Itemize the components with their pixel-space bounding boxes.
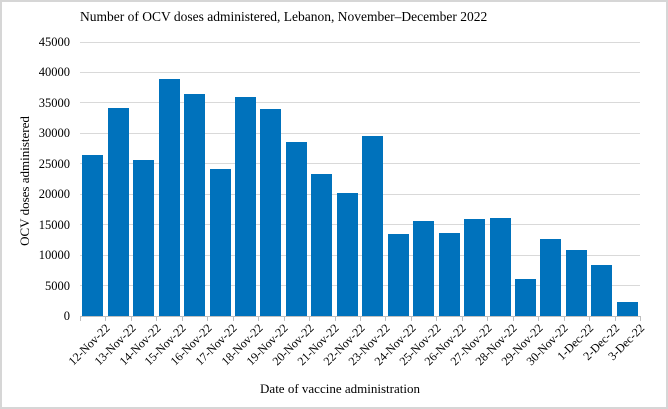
- bar-1-Dec-22: [565, 250, 587, 316]
- y-tick-label: 45000: [38, 35, 70, 49]
- gridline: [80, 132, 640, 134]
- bar-22-Nov-22: [336, 193, 358, 316]
- x-axis-tick: [283, 317, 285, 321]
- bar-29-Nov-22: [514, 278, 536, 316]
- y-tick-label: 35000: [38, 95, 70, 110]
- x-axis-tick: [436, 317, 438, 321]
- gridline: [80, 285, 640, 287]
- x-axis-tick: [461, 317, 463, 321]
- bar-3-Dec-22: [616, 301, 638, 316]
- bar-2-Dec-22: [591, 265, 613, 316]
- x-axis-tick: [334, 317, 336, 321]
- bar-28-Nov-22: [489, 217, 511, 316]
- x-axis-tick: [563, 317, 565, 321]
- bar-12-Nov-22: [82, 154, 104, 316]
- bar-13-Nov-22: [107, 107, 129, 316]
- gridline: [80, 224, 640, 226]
- x-axis-tick: [410, 317, 412, 321]
- bar-17-Nov-22: [209, 168, 231, 316]
- y-tick-label: 30000: [38, 126, 70, 141]
- x-axis-tick: [360, 317, 361, 321]
- gridline: [80, 163, 640, 165]
- x-axis-tick: [156, 317, 158, 321]
- x-axis-tick: [181, 317, 183, 321]
- x-axis-tick: [614, 317, 616, 321]
- gridline: [80, 71, 640, 73]
- x-axis-tick: [589, 317, 591, 321]
- x-axis-tick: [105, 317, 107, 321]
- gridline: [80, 193, 640, 195]
- bar-26-Nov-22: [438, 233, 460, 316]
- y-tick-label: 10000: [38, 248, 70, 263]
- x-axis-tick: [640, 317, 641, 321]
- x-axis-tick: [385, 317, 387, 321]
- bar-27-Nov-22: [464, 219, 486, 316]
- y-tick-label: 15000: [38, 217, 70, 232]
- y-tick-label: 20000: [38, 187, 70, 202]
- bar-30-Nov-22: [540, 238, 562, 316]
- chart-title: Number of OCV doses administered, Lebano…: [80, 9, 488, 24]
- x-axis-tick: [207, 317, 209, 321]
- bar-14-Nov-22: [133, 160, 155, 316]
- x-axis-tick: [538, 317, 540, 321]
- bar-24-Nov-22: [387, 234, 409, 316]
- x-axis-tick: [258, 317, 260, 321]
- bar-23-Nov-22: [362, 136, 384, 316]
- bar-25-Nov-22: [413, 221, 435, 316]
- x-axis-tick: [80, 317, 81, 321]
- y-axis-title: OCV doses administered: [17, 116, 32, 246]
- y-tick-label: 5000: [45, 278, 70, 293]
- x-axis-title: Date of vaccine administration: [260, 381, 420, 396]
- x-axis-tick: [512, 317, 514, 321]
- x-axis-line: [80, 316, 641, 317]
- x-axis-tick: [232, 317, 234, 321]
- gridline: [80, 41, 640, 43]
- y-tick-label: 40000: [38, 65, 70, 80]
- bar-21-Nov-22: [311, 174, 333, 316]
- x-axis-tick: [487, 317, 489, 321]
- bar-15-Nov-22: [158, 78, 180, 316]
- y-tick-label: 0: [63, 309, 70, 323]
- bar-20-Nov-22: [285, 142, 307, 316]
- gridline: [80, 102, 640, 104]
- bar-16-Nov-22: [184, 94, 206, 316]
- gridline: [80, 254, 640, 256]
- x-axis-tick: [309, 317, 311, 321]
- y-tick-label: 25000: [38, 156, 70, 171]
- bar-19-Nov-22: [260, 108, 282, 316]
- x-axis-tick: [130, 317, 132, 321]
- bar-18-Nov-22: [234, 96, 256, 316]
